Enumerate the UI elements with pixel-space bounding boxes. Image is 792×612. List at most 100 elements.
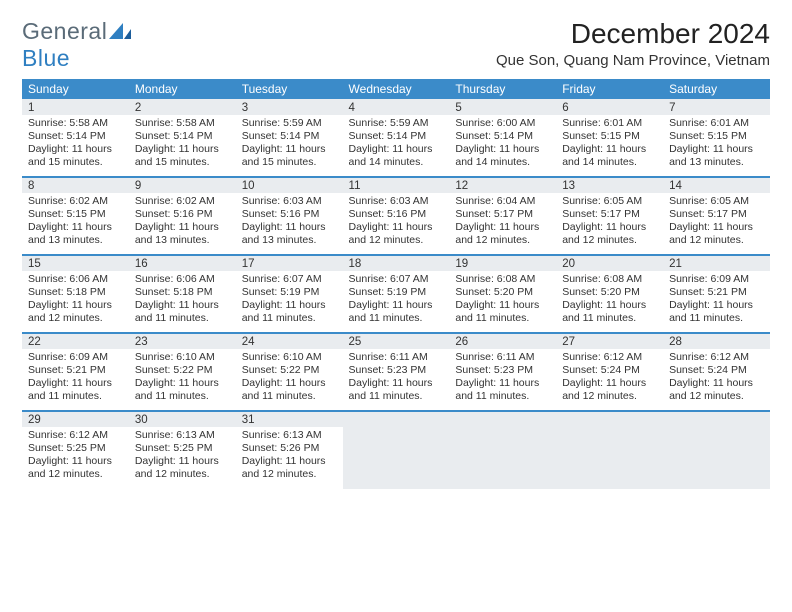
content-row: Sunrise: 6:12 AMSunset: 5:25 PMDaylight:… bbox=[22, 427, 770, 489]
title-block: December 2024 Que Son, Quang Nam Provinc… bbox=[496, 18, 770, 75]
daylight-line: Daylight: 11 hours and 12 minutes. bbox=[135, 455, 230, 481]
sunset-line: Sunset: 5:21 PM bbox=[669, 286, 764, 299]
sunrise-line: Sunrise: 6:12 AM bbox=[669, 351, 764, 364]
sunset-line: Sunset: 5:14 PM bbox=[349, 130, 444, 143]
sunset-line: Sunset: 5:16 PM bbox=[349, 208, 444, 221]
daynum-row: 891011121314 bbox=[22, 177, 770, 193]
sunset-line: Sunset: 5:14 PM bbox=[135, 130, 230, 143]
daylight-line: Daylight: 11 hours and 13 minutes. bbox=[28, 221, 123, 247]
sunrise-line: Sunrise: 6:09 AM bbox=[669, 273, 764, 286]
sunrise-line: Sunrise: 6:10 AM bbox=[242, 351, 337, 364]
daylight-line: Daylight: 11 hours and 12 minutes. bbox=[669, 221, 764, 247]
day-number-cell: 23 bbox=[129, 333, 236, 349]
sunset-line: Sunset: 5:21 PM bbox=[28, 364, 123, 377]
day-number-cell: 26 bbox=[449, 333, 556, 349]
daynum-row: 22232425262728 bbox=[22, 333, 770, 349]
day-number-cell: 3 bbox=[236, 99, 343, 115]
logo-text-2: Blue bbox=[22, 45, 70, 71]
content-row: Sunrise: 6:02 AMSunset: 5:15 PMDaylight:… bbox=[22, 193, 770, 255]
day-content-cell: Sunrise: 5:58 AMSunset: 5:14 PMDaylight:… bbox=[22, 115, 129, 177]
day-content-cell: Sunrise: 6:12 AMSunset: 5:24 PMDaylight:… bbox=[556, 349, 663, 411]
day-content-cell: Sunrise: 6:10 AMSunset: 5:22 PMDaylight:… bbox=[236, 349, 343, 411]
calendar-table: Sunday Monday Tuesday Wednesday Thursday… bbox=[22, 79, 770, 489]
sunrise-line: Sunrise: 6:06 AM bbox=[28, 273, 123, 286]
daylight-line: Daylight: 11 hours and 15 minutes. bbox=[28, 143, 123, 169]
sunrise-line: Sunrise: 6:03 AM bbox=[349, 195, 444, 208]
day-content-cell bbox=[663, 427, 770, 489]
sunrise-line: Sunrise: 6:05 AM bbox=[669, 195, 764, 208]
sunrise-line: Sunrise: 6:13 AM bbox=[242, 429, 337, 442]
sunset-line: Sunset: 5:22 PM bbox=[135, 364, 230, 377]
sunset-line: Sunset: 5:24 PM bbox=[669, 364, 764, 377]
day-number-cell bbox=[663, 411, 770, 427]
day-content-cell: Sunrise: 6:08 AMSunset: 5:20 PMDaylight:… bbox=[556, 271, 663, 333]
day-content-cell: Sunrise: 6:06 AMSunset: 5:18 PMDaylight:… bbox=[22, 271, 129, 333]
day-number-cell: 29 bbox=[22, 411, 129, 427]
day-content-cell: Sunrise: 6:13 AMSunset: 5:26 PMDaylight:… bbox=[236, 427, 343, 489]
sunrise-line: Sunrise: 6:08 AM bbox=[562, 273, 657, 286]
day-number-cell: 20 bbox=[556, 255, 663, 271]
logo-text-1: General bbox=[22, 18, 107, 44]
daylight-line: Daylight: 11 hours and 11 minutes. bbox=[455, 299, 550, 325]
day-number-cell: 2 bbox=[129, 99, 236, 115]
sunrise-line: Sunrise: 6:02 AM bbox=[135, 195, 230, 208]
sunset-line: Sunset: 5:14 PM bbox=[455, 130, 550, 143]
sunrise-line: Sunrise: 6:11 AM bbox=[349, 351, 444, 364]
day-number-cell bbox=[343, 411, 450, 427]
day-number-cell: 30 bbox=[129, 411, 236, 427]
sunset-line: Sunset: 5:16 PM bbox=[242, 208, 337, 221]
sunset-line: Sunset: 5:17 PM bbox=[669, 208, 764, 221]
daynum-row: 293031 bbox=[22, 411, 770, 427]
sunrise-line: Sunrise: 6:07 AM bbox=[242, 273, 337, 286]
daylight-line: Daylight: 11 hours and 11 minutes. bbox=[349, 377, 444, 403]
daylight-line: Daylight: 11 hours and 11 minutes. bbox=[349, 299, 444, 325]
sunset-line: Sunset: 5:14 PM bbox=[242, 130, 337, 143]
day-number-cell: 13 bbox=[556, 177, 663, 193]
day-content-cell: Sunrise: 6:02 AMSunset: 5:15 PMDaylight:… bbox=[22, 193, 129, 255]
logo: General Blue bbox=[22, 18, 131, 72]
sunrise-line: Sunrise: 6:01 AM bbox=[669, 117, 764, 130]
dow-mon: Monday bbox=[129, 79, 236, 99]
daylight-line: Daylight: 11 hours and 14 minutes. bbox=[455, 143, 550, 169]
daylight-line: Daylight: 11 hours and 12 minutes. bbox=[562, 377, 657, 403]
sunrise-line: Sunrise: 6:12 AM bbox=[562, 351, 657, 364]
day-number-cell: 8 bbox=[22, 177, 129, 193]
day-number-cell: 16 bbox=[129, 255, 236, 271]
day-number-cell: 4 bbox=[343, 99, 450, 115]
daylight-line: Daylight: 11 hours and 11 minutes. bbox=[242, 377, 337, 403]
daylight-line: Daylight: 11 hours and 11 minutes. bbox=[135, 377, 230, 403]
sunset-line: Sunset: 5:25 PM bbox=[28, 442, 123, 455]
day-content-cell: Sunrise: 6:05 AMSunset: 5:17 PMDaylight:… bbox=[556, 193, 663, 255]
day-content-cell: Sunrise: 6:11 AMSunset: 5:23 PMDaylight:… bbox=[343, 349, 450, 411]
dow-fri: Friday bbox=[556, 79, 663, 99]
daylight-line: Daylight: 11 hours and 12 minutes. bbox=[242, 455, 337, 481]
day-number-cell: 9 bbox=[129, 177, 236, 193]
day-number-cell: 11 bbox=[343, 177, 450, 193]
sunset-line: Sunset: 5:25 PM bbox=[135, 442, 230, 455]
day-number-cell: 25 bbox=[343, 333, 450, 349]
day-content-cell: Sunrise: 5:58 AMSunset: 5:14 PMDaylight:… bbox=[129, 115, 236, 177]
day-number-cell bbox=[556, 411, 663, 427]
sunset-line: Sunset: 5:14 PM bbox=[28, 130, 123, 143]
daylight-line: Daylight: 11 hours and 13 minutes. bbox=[135, 221, 230, 247]
sunrise-line: Sunrise: 6:03 AM bbox=[242, 195, 337, 208]
dow-sat: Saturday bbox=[663, 79, 770, 99]
day-number-cell: 14 bbox=[663, 177, 770, 193]
day-content-cell: Sunrise: 5:59 AMSunset: 5:14 PMDaylight:… bbox=[343, 115, 450, 177]
day-number-cell: 5 bbox=[449, 99, 556, 115]
sunset-line: Sunset: 5:15 PM bbox=[562, 130, 657, 143]
day-number-cell: 22 bbox=[22, 333, 129, 349]
sail-icon bbox=[109, 18, 131, 44]
day-content-cell: Sunrise: 6:06 AMSunset: 5:18 PMDaylight:… bbox=[129, 271, 236, 333]
dow-thu: Thursday bbox=[449, 79, 556, 99]
sunrise-line: Sunrise: 6:12 AM bbox=[28, 429, 123, 442]
calendar-page: General Blue December 2024 Que Son, Quan… bbox=[0, 0, 792, 489]
sunset-line: Sunset: 5:20 PM bbox=[455, 286, 550, 299]
dow-wed: Wednesday bbox=[343, 79, 450, 99]
day-content-cell: Sunrise: 6:02 AMSunset: 5:16 PMDaylight:… bbox=[129, 193, 236, 255]
day-content-cell bbox=[343, 427, 450, 489]
sunrise-line: Sunrise: 6:09 AM bbox=[28, 351, 123, 364]
daylight-line: Daylight: 11 hours and 11 minutes. bbox=[28, 377, 123, 403]
day-content-cell: Sunrise: 6:04 AMSunset: 5:17 PMDaylight:… bbox=[449, 193, 556, 255]
sunset-line: Sunset: 5:24 PM bbox=[562, 364, 657, 377]
